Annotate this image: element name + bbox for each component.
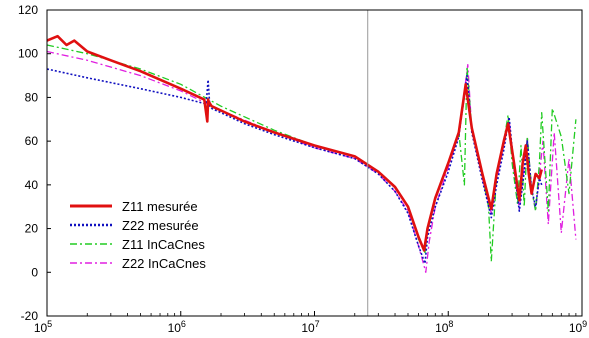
y-tick-label: -20 <box>21 309 39 323</box>
y-tick-label: 100 <box>18 47 38 61</box>
y-tick-label: 60 <box>25 134 39 148</box>
y-tick-label: 120 <box>18 3 38 17</box>
x-tick-label: 109 <box>569 319 587 335</box>
plot-border <box>46 9 583 317</box>
y-tick-label: 80 <box>25 90 39 104</box>
plot-frame <box>46 9 583 317</box>
legend-label: Z22 InCaCnes <box>122 256 206 271</box>
legend-label: Z22 mesurée <box>122 218 199 233</box>
legend-label: Z11 mesurée <box>122 199 198 214</box>
axis-ticks: -20 0 20 40 60 80 100 120 105 106 107 108 109 <box>18 3 587 335</box>
series-line-2 <box>46 44 577 263</box>
series-layer <box>46 34 577 273</box>
y-tick-label: 40 <box>25 178 39 192</box>
series-line-3 <box>46 50 577 273</box>
x-tick-label: 107 <box>301 319 319 335</box>
legend-label: Z11 InCaCnes <box>122 237 205 252</box>
legend: Z11 mesurée Z22 mesurée Z11 InCaCnes Z22 In… <box>70 199 206 271</box>
series-line-0 <box>46 34 543 252</box>
series-line-1 <box>46 68 543 265</box>
y-tick-label: 20 <box>25 222 39 236</box>
x-tick-label: 105 <box>34 319 52 335</box>
y-tick-label: 0 <box>31 265 38 279</box>
x-tick-label: 108 <box>435 319 453 335</box>
x-tick-label: 106 <box>168 319 186 335</box>
